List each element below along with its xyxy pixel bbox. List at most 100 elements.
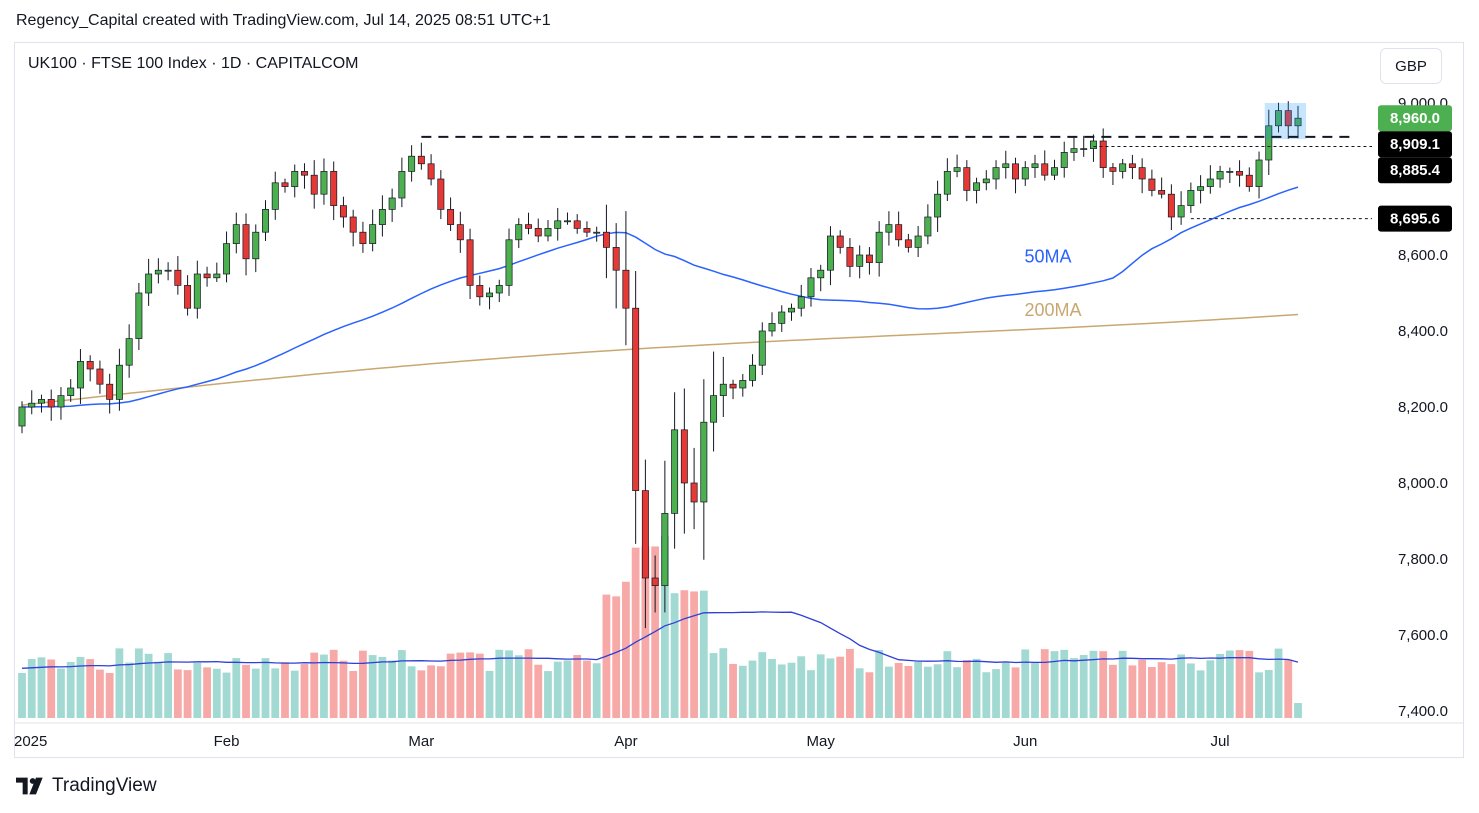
time-tick-label: Mar — [408, 733, 434, 750]
volume-bar — [290, 670, 299, 718]
candle — [1060, 141, 1068, 178]
candle — [427, 154, 435, 186]
candle-body — [291, 171, 299, 187]
annotations: 50MA 200MA — [1024, 247, 1081, 320]
candle — [826, 226, 834, 286]
candle — [232, 212, 240, 254]
candle — [953, 154, 961, 178]
volume-bar — [1274, 648, 1283, 718]
candle — [466, 228, 474, 300]
price-tick-label: 8,400.0 — [1398, 323, 1448, 340]
volume-bar — [281, 662, 289, 718]
candle-body — [797, 296, 805, 309]
candle-body — [865, 254, 873, 263]
candle-body — [1167, 193, 1175, 218]
volume-bar — [1060, 649, 1069, 718]
candle — [223, 231, 231, 283]
candle — [807, 268, 815, 307]
volume-bar — [1167, 664, 1176, 718]
candle — [973, 177, 981, 204]
candle-body — [213, 273, 221, 279]
candle — [164, 262, 172, 281]
volume-bar — [904, 665, 913, 718]
candle — [310, 160, 318, 209]
candle — [671, 392, 679, 549]
volume-bar — [1011, 667, 1020, 718]
candle-body — [67, 387, 75, 396]
volume-bar — [738, 665, 747, 718]
volume-bar — [1264, 669, 1273, 718]
volume-bar — [232, 658, 241, 718]
candle-body — [680, 429, 688, 484]
volume-bar — [553, 661, 562, 718]
volume-bar — [1138, 659, 1147, 718]
volume-bar — [37, 657, 46, 718]
candle — [1002, 150, 1010, 179]
volume-bar — [505, 650, 513, 718]
candle — [875, 221, 883, 277]
volume-bar — [222, 672, 231, 718]
candle — [1265, 109, 1273, 175]
volume-bar — [427, 665, 435, 718]
candle-body — [1051, 167, 1058, 176]
candle — [369, 209, 377, 252]
ma-annotation-label: 200MA — [1024, 300, 1081, 320]
candle-body — [184, 285, 192, 309]
price-tick-label: 8,600.0 — [1398, 247, 1448, 264]
candle — [1275, 102, 1282, 133]
candle — [739, 374, 747, 397]
symbol-title[interactable]: UK100 · FTSE 100 Index · 1D · CAPITALCOM — [28, 55, 359, 72]
ma200-line — [21, 313, 1299, 406]
candle — [76, 348, 84, 404]
volume-bar — [417, 670, 426, 718]
candle-body — [1275, 110, 1282, 127]
candle-body — [262, 209, 269, 233]
candle-body — [1206, 178, 1214, 187]
candle-body — [1284, 110, 1292, 127]
candle-body — [135, 292, 143, 339]
candle-body — [1197, 186, 1205, 191]
volume-bar — [66, 661, 75, 718]
volume-bar — [514, 655, 523, 718]
candle — [612, 223, 620, 309]
candle-body — [661, 513, 669, 586]
candle-body — [320, 171, 328, 195]
candle-body — [310, 174, 318, 195]
candle — [291, 164, 299, 198]
candle — [495, 279, 503, 303]
volume-bar — [846, 648, 854, 718]
volume-bar — [729, 663, 737, 718]
volume-bar — [349, 671, 358, 718]
candle — [982, 170, 990, 191]
candle — [252, 224, 260, 273]
tradingview-footer[interactable]: TradingView — [16, 775, 157, 797]
volume-bar — [923, 666, 932, 718]
candle — [661, 460, 669, 613]
level-lines — [421, 135, 1372, 220]
volume-bar — [563, 660, 572, 718]
candle-body — [1060, 152, 1068, 168]
candle-body — [826, 235, 834, 271]
candle — [1119, 158, 1127, 179]
candle — [1197, 175, 1205, 204]
candle-body — [593, 231, 601, 234]
currency-button[interactable]: GBP — [1380, 48, 1442, 84]
price-tag — [1378, 131, 1452, 158]
candle — [1294, 105, 1302, 139]
volume-bar — [105, 672, 114, 718]
volume-bar — [96, 669, 104, 718]
volume-bar — [1206, 660, 1215, 718]
candle-body — [622, 269, 630, 309]
candle-body — [904, 239, 912, 248]
volume-bar — [982, 672, 991, 718]
time-tick-label: Jul — [1210, 733, 1229, 750]
candle — [622, 211, 630, 346]
volume-bar — [631, 547, 640, 718]
candle-body — [495, 285, 503, 294]
volume-bar — [768, 659, 776, 718]
candle — [602, 204, 610, 279]
volume-bar — [115, 648, 124, 718]
candle — [476, 275, 484, 306]
candle — [924, 204, 932, 245]
